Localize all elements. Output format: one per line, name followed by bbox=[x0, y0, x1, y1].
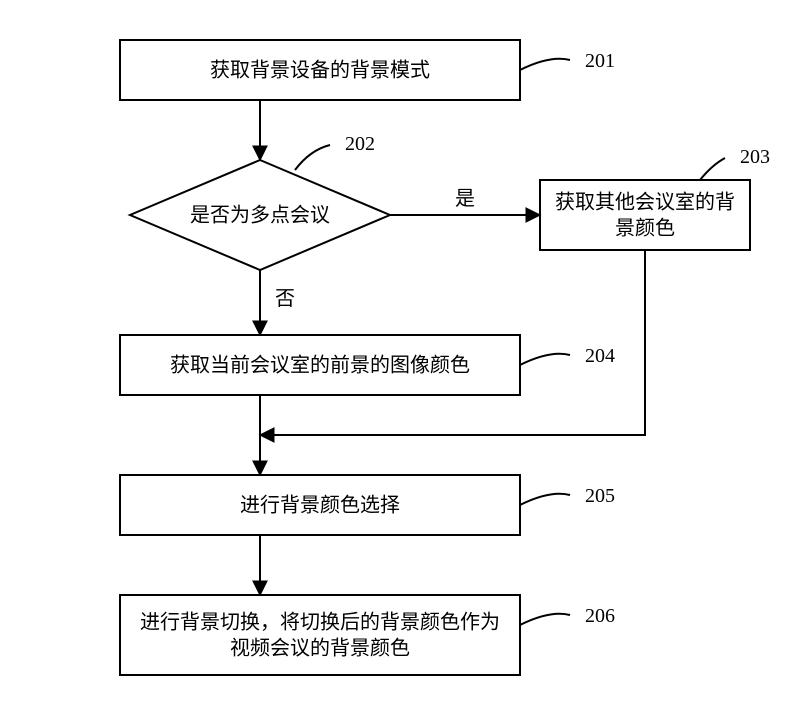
step-leader-n202 bbox=[295, 145, 330, 170]
step-label-n206: 206 bbox=[585, 605, 615, 627]
flow-box-n203 bbox=[540, 180, 750, 250]
flow-edge-label-e3: 否 bbox=[275, 288, 295, 310]
flow-box-text-n203: 景颜色 bbox=[615, 217, 675, 240]
flow-box-text-n204: 获取当前会议室的前景的图像颜色 bbox=[170, 354, 470, 377]
flowchart-canvas: 获取背景设备的背景模式 201 是否为多点会议 202 获取其他会议室的背景颜色 203 获… bbox=[0, 0, 800, 709]
flow-box-text-n206: 进行背景切换，将切换后的背景颜色作为 bbox=[140, 611, 500, 634]
step-leader-n206 bbox=[520, 614, 570, 625]
step-label-n202: 202 bbox=[345, 133, 375, 155]
flow-box-text-n206: 视频会议的背景颜色 bbox=[230, 637, 410, 660]
flow-box-n206 bbox=[120, 595, 520, 675]
flow-box-text-n203: 获取其他会议室的背 bbox=[555, 191, 735, 214]
step-label-n201: 201 bbox=[585, 50, 615, 72]
step-label-n204: 204 bbox=[585, 345, 615, 367]
step-leader-n203 bbox=[700, 158, 725, 180]
flow-box-text-n205: 进行背景颜色选择 bbox=[240, 494, 400, 517]
flow-edge-label-e2: 是 bbox=[455, 188, 475, 210]
step-leader-n204 bbox=[520, 354, 570, 365]
flow-edge-e5 bbox=[260, 250, 645, 435]
step-leader-n205 bbox=[520, 494, 570, 505]
step-label-n205: 205 bbox=[585, 485, 615, 507]
step-leader-n201 bbox=[520, 59, 570, 70]
step-label-n203: 203 bbox=[740, 146, 770, 168]
flow-box-text-n201: 获取背景设备的背景模式 bbox=[210, 59, 430, 82]
flow-decision-text-n202: 是否为多点会议 bbox=[190, 204, 330, 227]
